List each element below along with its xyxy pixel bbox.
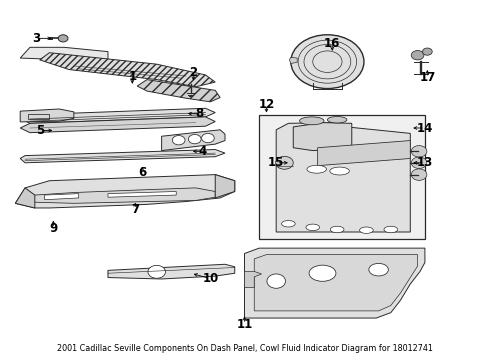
- Circle shape: [410, 50, 423, 60]
- Text: 12: 12: [258, 98, 274, 111]
- Polygon shape: [108, 264, 234, 279]
- Text: 2001 Cadillac Seville Components On Dash Panel, Cowl Fluid Indicator Diagram for: 2001 Cadillac Seville Components On Dash…: [57, 344, 431, 353]
- Polygon shape: [137, 80, 220, 102]
- Polygon shape: [293, 123, 351, 150]
- Circle shape: [410, 145, 426, 157]
- Polygon shape: [20, 117, 215, 133]
- Text: 15: 15: [267, 156, 284, 169]
- Circle shape: [148, 265, 165, 278]
- Ellipse shape: [329, 167, 348, 175]
- Ellipse shape: [359, 227, 372, 233]
- Circle shape: [410, 169, 426, 180]
- Circle shape: [275, 156, 293, 169]
- Ellipse shape: [383, 226, 397, 233]
- Text: 17: 17: [418, 71, 435, 84]
- Text: 11: 11: [236, 318, 252, 331]
- Polygon shape: [20, 47, 108, 62]
- Polygon shape: [108, 192, 176, 197]
- Circle shape: [410, 157, 426, 168]
- Text: 6: 6: [138, 166, 146, 179]
- FancyBboxPatch shape: [259, 116, 424, 239]
- Circle shape: [422, 48, 431, 55]
- Circle shape: [172, 135, 184, 145]
- Polygon shape: [20, 109, 74, 122]
- Text: 3: 3: [32, 32, 40, 45]
- Circle shape: [290, 35, 363, 89]
- Text: 9: 9: [49, 222, 58, 235]
- Text: 1: 1: [128, 69, 136, 82]
- Text: 10: 10: [202, 272, 218, 285]
- Polygon shape: [30, 188, 215, 203]
- Ellipse shape: [330, 226, 343, 233]
- Polygon shape: [15, 175, 234, 208]
- Polygon shape: [276, 123, 409, 232]
- Ellipse shape: [299, 117, 324, 125]
- Polygon shape: [244, 248, 424, 318]
- Text: 7: 7: [131, 203, 139, 216]
- Polygon shape: [20, 149, 224, 163]
- Ellipse shape: [281, 221, 295, 227]
- Text: 4: 4: [199, 145, 207, 158]
- Text: 14: 14: [416, 122, 432, 135]
- Text: 13: 13: [416, 156, 432, 169]
- Ellipse shape: [266, 274, 285, 288]
- Polygon shape: [244, 271, 261, 288]
- Ellipse shape: [368, 264, 387, 276]
- Polygon shape: [289, 57, 297, 63]
- Circle shape: [188, 134, 201, 144]
- Bar: [27, 114, 49, 119]
- Polygon shape: [254, 255, 417, 311]
- Text: 16: 16: [324, 36, 340, 50]
- Text: 8: 8: [195, 107, 203, 120]
- Polygon shape: [15, 188, 35, 208]
- Circle shape: [201, 134, 214, 143]
- Ellipse shape: [308, 265, 335, 281]
- Polygon shape: [20, 108, 215, 123]
- Polygon shape: [317, 140, 409, 166]
- Text: 5: 5: [37, 124, 45, 137]
- Circle shape: [58, 35, 68, 42]
- Polygon shape: [40, 53, 215, 87]
- Ellipse shape: [327, 117, 346, 123]
- Polygon shape: [44, 194, 79, 200]
- Polygon shape: [215, 175, 234, 198]
- Ellipse shape: [306, 165, 326, 173]
- Ellipse shape: [305, 224, 319, 230]
- Text: 2: 2: [189, 66, 197, 79]
- Polygon shape: [161, 130, 224, 150]
